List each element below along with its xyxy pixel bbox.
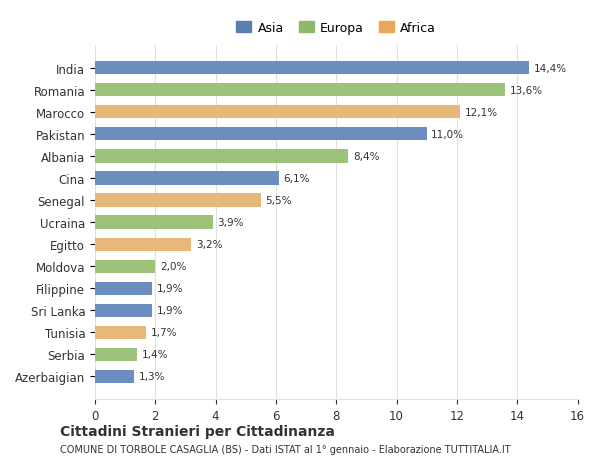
Text: 5,5%: 5,5% (265, 196, 292, 206)
Legend: Asia, Europa, Africa: Asia, Europa, Africa (232, 17, 441, 40)
Text: 3,9%: 3,9% (217, 218, 244, 228)
Text: COMUNE DI TORBOLE CASAGLIA (BS) - Dati ISTAT al 1° gennaio - Elaborazione TUTTIT: COMUNE DI TORBOLE CASAGLIA (BS) - Dati I… (60, 444, 511, 454)
Bar (95, 216, 212, 229)
Text: 1,7%: 1,7% (151, 328, 177, 338)
Bar (95, 348, 137, 361)
Text: 13,6%: 13,6% (509, 85, 543, 95)
Text: 3,2%: 3,2% (196, 240, 223, 250)
Text: 1,4%: 1,4% (142, 350, 168, 360)
Bar (95, 282, 152, 295)
Bar (95, 106, 460, 119)
Bar (95, 62, 529, 75)
Text: 2,0%: 2,0% (160, 262, 186, 272)
Text: 14,4%: 14,4% (534, 64, 567, 73)
Text: 6,1%: 6,1% (283, 174, 310, 184)
Bar (95, 128, 427, 141)
Bar (95, 150, 348, 163)
Bar (95, 84, 505, 97)
Text: 1,9%: 1,9% (157, 284, 183, 294)
Text: 11,0%: 11,0% (431, 129, 464, 140)
Bar (95, 194, 261, 207)
Text: Cittadini Stranieri per Cittadinanza: Cittadini Stranieri per Cittadinanza (60, 425, 335, 438)
Text: 1,3%: 1,3% (139, 372, 165, 381)
Text: 8,4%: 8,4% (353, 151, 379, 162)
Bar (95, 304, 152, 317)
Bar (95, 172, 279, 185)
Text: 1,9%: 1,9% (157, 306, 183, 316)
Bar (95, 370, 134, 383)
Text: 12,1%: 12,1% (464, 107, 497, 118)
Bar (95, 260, 155, 273)
Bar (95, 238, 191, 251)
Bar (95, 326, 146, 339)
